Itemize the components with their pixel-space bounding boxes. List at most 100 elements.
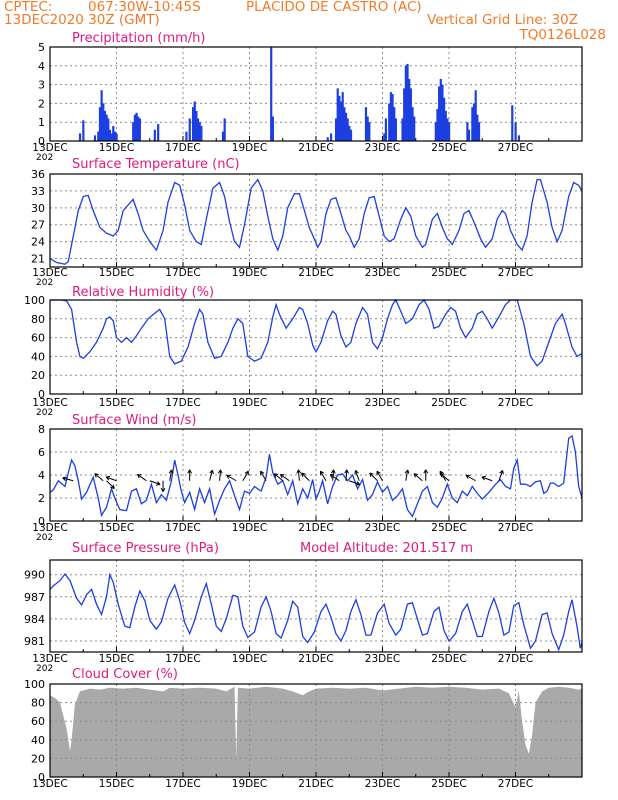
x-tick-label: 15DEC (99, 778, 134, 790)
y-tick-label: 20 (31, 369, 45, 382)
y-tick-label: 1 (38, 116, 45, 129)
wind-arrow-shaft (169, 469, 173, 481)
wind-arrow-shaft (376, 470, 383, 482)
wind-arrow-head (465, 474, 469, 479)
precip-bar (438, 86, 441, 141)
wind-arrow-head (376, 470, 381, 474)
panel-2: 21 24 27 30 33 36 Surface Temperature (nC) 13DE… (31, 157, 583, 288)
wind-arrow-shaft (405, 469, 409, 481)
wind-arrow (106, 480, 115, 490)
y-tick-label: 60 (31, 332, 45, 345)
precip-bar (336, 88, 339, 141)
precip-bar (93, 135, 97, 141)
wind-arrow-shaft (349, 480, 360, 485)
wind-arrow-head (344, 469, 348, 474)
wind-arrow (160, 480, 166, 492)
precip-bar (409, 88, 412, 141)
wind-arrow-head (211, 470, 214, 475)
y-tick-label: 33 (31, 185, 45, 198)
precip-bar (436, 109, 439, 141)
wind-arrow (349, 480, 360, 486)
precip-bar (476, 114, 479, 141)
precip-bar (467, 129, 471, 141)
panel-3: 0 20 40 60 80 100 Relative Humidity (%) 13DEC 15… (24, 285, 583, 418)
x-tick-label-clipped: 202 (36, 278, 53, 288)
wind-arrow (273, 473, 284, 482)
precip-bar (411, 107, 414, 141)
precip-bar (188, 118, 191, 141)
wind-arrow-head (220, 469, 223, 474)
wind-arrow-head (189, 469, 193, 474)
wind-arrow-head (354, 470, 356, 475)
wind-arrow-head (346, 469, 349, 474)
x-tick-label-clipped: 202 (36, 153, 53, 163)
precip-bar (511, 105, 514, 141)
wind-arrow-head (112, 484, 115, 489)
wind-arrow (404, 469, 410, 481)
precip-bar (439, 78, 442, 141)
wind-arrow-shaft (106, 480, 115, 489)
y-tick-label: 80 (31, 313, 45, 326)
wind-arrow (440, 473, 450, 482)
precip-bar (444, 110, 447, 141)
y-tick-label: 6 (38, 446, 45, 459)
y-tick-label: 100 (24, 294, 45, 307)
wind-arrow (423, 469, 429, 481)
y-tick-label: 0 (38, 388, 45, 401)
precip-bar (394, 118, 397, 141)
x-tick-label: 25DEC (431, 267, 466, 279)
y-tick-label: 990 (24, 569, 45, 582)
precip-bar (110, 133, 113, 141)
precip-bar (271, 116, 274, 141)
wind-arrow-head (156, 484, 161, 486)
precip-bar (514, 122, 517, 141)
wind-arrow-shaft (440, 473, 450, 482)
wind-arrow (187, 469, 193, 481)
y-tick-label: 0 (38, 515, 45, 528)
precip-bar (346, 118, 349, 141)
precip-bar (185, 131, 188, 141)
product-code-label: TQ0126L028 (519, 27, 606, 43)
wind-arrow (329, 473, 340, 482)
y-tick-label: 2 (38, 492, 45, 505)
agency-label: CPTEC: (4, 0, 53, 15)
wind-arrow-head (404, 469, 409, 474)
precip-bar (517, 135, 521, 141)
panel-frame (49, 428, 583, 522)
panel-title: Surface Wind (m/s) (72, 413, 196, 428)
x-tick-label: 23DEC (365, 653, 400, 665)
x-tick-label: 19DEC (232, 653, 267, 665)
y-tick-label: 27 (31, 219, 45, 232)
wind-arrow-shaft (320, 470, 327, 482)
wind-arrow-shaft (209, 469, 213, 481)
precip-bar (157, 124, 160, 141)
x-tick-label: 19DEC (232, 397, 267, 409)
x-tick-label: 27DEC (498, 522, 533, 534)
x-tick-label: 15DEC (99, 397, 134, 409)
x-tick-label: 23DEC (365, 267, 400, 279)
y-tick-label: 3 (38, 79, 45, 92)
precip-bar (338, 95, 341, 141)
x-tick-label: 21DEC (298, 267, 333, 279)
wind-arrow (226, 474, 237, 482)
precip-bar (344, 112, 348, 141)
wind-arrow-head (226, 474, 230, 479)
precip-bar (343, 107, 346, 141)
wind-arrow-head (356, 481, 360, 485)
precip-bar (441, 84, 444, 141)
wind-arrow-shaft (260, 470, 267, 482)
y-tick-label: 4 (38, 60, 45, 73)
panel-frame (49, 173, 583, 268)
wind-arrow (242, 470, 249, 482)
y-tick-label: 40 (31, 734, 45, 747)
x-tick-label: 17DEC (165, 522, 200, 534)
station-label: PLACIDO DE CASTRO (AC) (246, 0, 422, 15)
x-tick-label: 15DEC (99, 522, 134, 534)
wind-arrow-head (413, 473, 418, 475)
precip-bar (446, 118, 449, 141)
wind-arrow-head (187, 469, 191, 474)
wind-arrow-head (136, 474, 140, 479)
y-tick-label: 100 (24, 678, 45, 691)
y-tick-label: 2 (38, 97, 45, 110)
series-line (49, 572, 583, 652)
